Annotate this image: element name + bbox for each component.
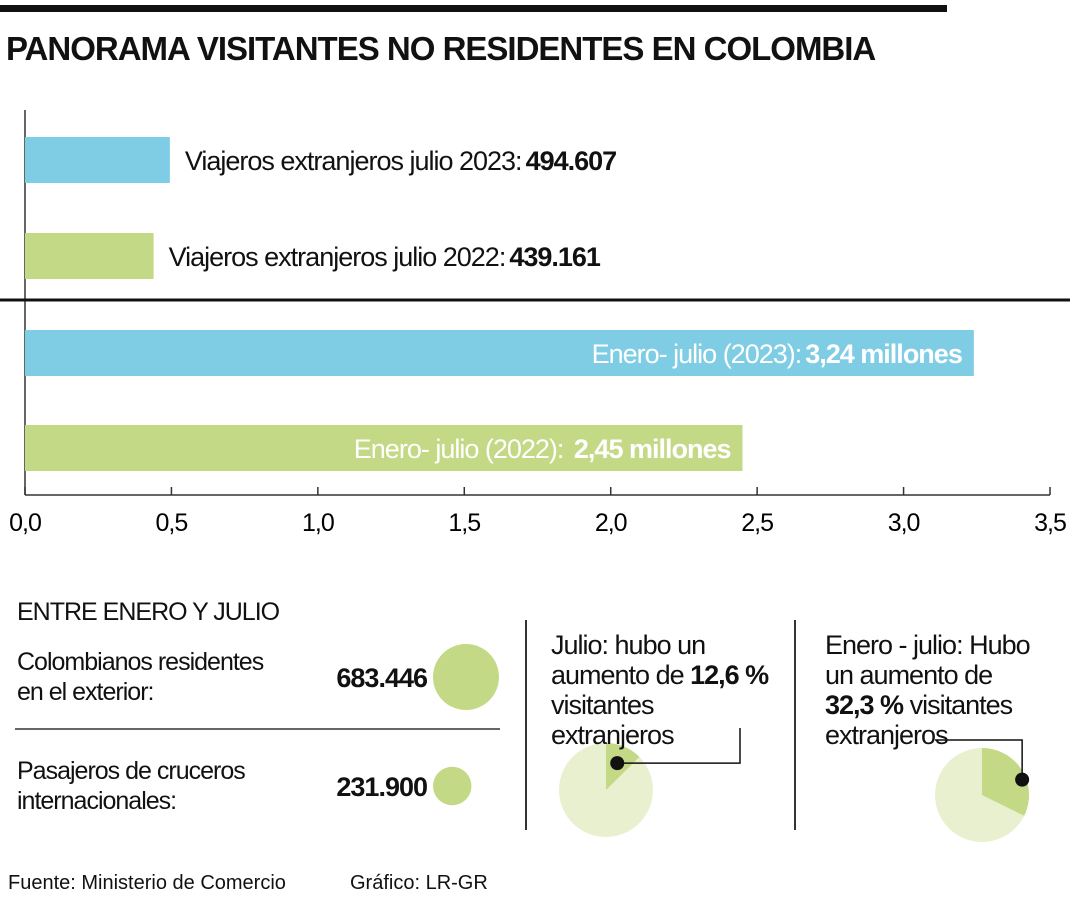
title: PANORAMA VISITANTES NO RESIDENTES EN COL… xyxy=(6,30,876,67)
x-tick-label: 2,0 xyxy=(595,509,627,537)
category-label: Enero- julio (2022): xyxy=(354,434,570,464)
caption: visitantes extranjeros xyxy=(551,690,675,750)
section-title: ENTRE ENERO Y JULIO xyxy=(17,598,280,626)
value-label: 3,24 millones xyxy=(805,339,962,369)
category-label: Colombianos residentes en el exterior: xyxy=(17,648,264,706)
bar-label: Viajeros extranjeros julio 2023: 494.607 xyxy=(185,146,616,176)
x-tick-label: 0,5 xyxy=(156,509,188,537)
top-rule xyxy=(0,5,947,12)
category-label: Viajeros extranjeros julio 2023: xyxy=(185,146,522,176)
leader-dot xyxy=(1015,772,1030,787)
bar xyxy=(25,233,154,279)
annotation-text: Julio: hubo un aumento de xyxy=(551,630,706,690)
value-label: 683.446 xyxy=(336,663,428,693)
bar xyxy=(25,425,743,471)
value-label: 439.161 xyxy=(509,242,601,272)
annotation-text: Enero - julio: Hubo un aumento de xyxy=(825,630,1031,690)
bar xyxy=(25,137,170,183)
bar-label: Enero- julio (2022): 2,45 millones xyxy=(354,434,731,464)
bar-label: Viajeros extranjeros julio 2022: 439.161 xyxy=(169,242,601,272)
category-label: Pasajeros de cruceros internacionales: xyxy=(17,757,246,815)
value-label: 2,45 millones xyxy=(574,434,731,464)
source: Fuente: Ministerio de Comercio xyxy=(8,872,286,894)
value-label: 494.607 xyxy=(526,146,617,176)
leader-line xyxy=(935,739,1023,780)
bar-label: Enero- julio (2023): 3,24 millones xyxy=(592,339,962,369)
caption: visitantes extranjeros xyxy=(825,690,1013,750)
annotation: Enero - julio: Hubo un aumento de 32,3 %… xyxy=(825,630,1040,750)
x-tick-label: 2,5 xyxy=(741,509,773,537)
leader-line xyxy=(617,728,741,764)
category-label: Enero- julio (2023): xyxy=(592,339,802,369)
x-tick-label: 3,5 xyxy=(1034,509,1066,537)
bubble xyxy=(433,644,499,710)
x-tick-label: 3,0 xyxy=(888,509,920,537)
credit: Gráfico: LR-GR xyxy=(350,872,488,894)
value-label: 32,3 % xyxy=(825,690,904,720)
bar xyxy=(25,330,974,376)
value-label: 231.900 xyxy=(336,772,428,802)
x-tick-label: 1,0 xyxy=(302,509,334,537)
x-tick-label: 0,0 xyxy=(9,509,41,537)
leader-dot xyxy=(610,756,625,771)
bubble xyxy=(433,766,472,806)
x-tick-label: 1,5 xyxy=(448,509,480,537)
value-label: 12,6 % xyxy=(690,660,769,690)
category-label: Viajeros extranjeros julio 2022: xyxy=(169,242,506,272)
pie-slice xyxy=(982,748,1029,816)
annotation: Julio: hubo un aumento de 12,6 % visitan… xyxy=(551,630,776,750)
